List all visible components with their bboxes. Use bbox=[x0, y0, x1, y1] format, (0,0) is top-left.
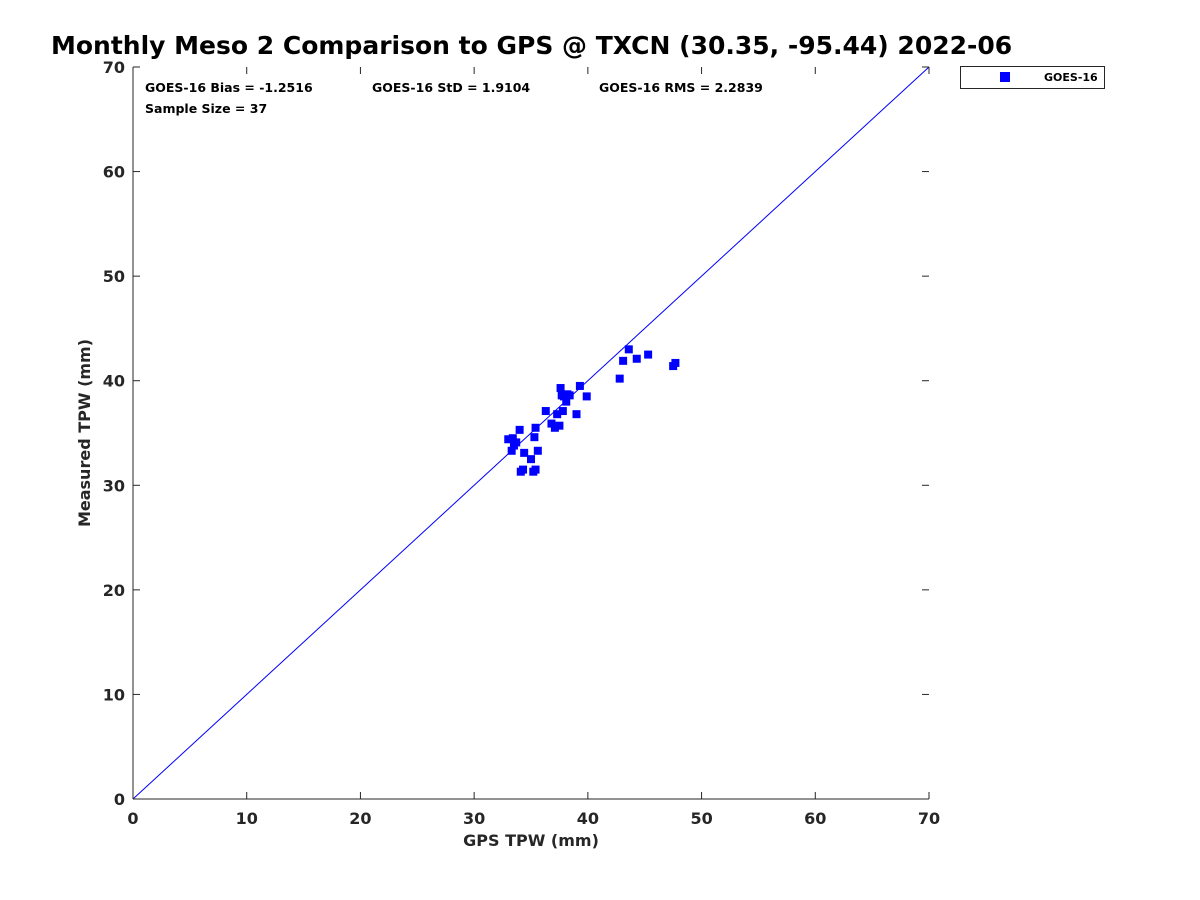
data-point bbox=[619, 356, 628, 365]
data-point bbox=[671, 358, 680, 367]
data-point bbox=[550, 423, 559, 432]
y-tick-label: 20 bbox=[103, 581, 125, 600]
data-point bbox=[558, 407, 567, 416]
data-point bbox=[624, 345, 633, 354]
x-tick-label: 50 bbox=[690, 809, 712, 828]
y-tick-label: 60 bbox=[103, 163, 125, 182]
x-tick-label: 70 bbox=[918, 809, 940, 828]
legend-label: GOES-16 bbox=[1044, 71, 1098, 84]
x-tick-label: 10 bbox=[236, 809, 258, 828]
data-point bbox=[541, 407, 550, 416]
data-point bbox=[527, 455, 535, 464]
data-point bbox=[519, 465, 528, 474]
data-point bbox=[632, 354, 641, 363]
one-to-one-line bbox=[132, 66, 930, 800]
std-stat: GOES-16 StD = 1.9104 bbox=[372, 80, 530, 95]
y-axis-ticks: 0 10 20 30 40 50 60 70 bbox=[103, 58, 929, 809]
data-point bbox=[520, 448, 529, 457]
data-points bbox=[504, 345, 680, 476]
data-point bbox=[507, 446, 516, 455]
data-point bbox=[531, 423, 540, 432]
reference-line-layer bbox=[132, 66, 930, 800]
data-point bbox=[533, 446, 542, 455]
chart-title: Monthly Meso 2 Comparison to GPS @ TXCN … bbox=[51, 31, 1012, 60]
data-point bbox=[530, 433, 539, 442]
x-tick-label: 0 bbox=[127, 809, 138, 828]
data-point bbox=[508, 434, 517, 443]
x-tick-label: 30 bbox=[463, 809, 485, 828]
data-point bbox=[555, 421, 564, 430]
data-point bbox=[615, 374, 624, 383]
data-point bbox=[504, 435, 513, 444]
legend-box bbox=[960, 66, 1105, 89]
x-tick-label: 40 bbox=[577, 809, 599, 828]
y-tick-label: 70 bbox=[103, 58, 125, 77]
legend-marker bbox=[1000, 72, 1010, 82]
data-point bbox=[553, 410, 562, 419]
rms-stat: GOES-16 RMS = 2.2839 bbox=[599, 80, 763, 95]
y-tick-label: 50 bbox=[103, 267, 125, 286]
x-tick-label: 20 bbox=[349, 809, 371, 828]
y-tick-label: 30 bbox=[103, 476, 125, 495]
data-point bbox=[556, 384, 565, 393]
x-axis-label: GPS TPW (mm) bbox=[463, 831, 599, 850]
x-axis-ticks: 0 10 20 30 40 50 60 70 bbox=[127, 67, 940, 828]
data-point bbox=[562, 397, 571, 406]
plot-area: 0 10 20 30 40 50 60 70 0 10 20 30 40 50 60 70 bbox=[103, 58, 940, 828]
data-point bbox=[515, 425, 524, 434]
data-point bbox=[575, 381, 584, 390]
data-point bbox=[531, 465, 540, 474]
data-point bbox=[565, 391, 574, 400]
sample-size-stat: Sample Size = 37 bbox=[145, 101, 267, 116]
y-tick-label: 0 bbox=[114, 790, 125, 809]
data-point bbox=[547, 419, 556, 428]
bias-stat: GOES-16 Bias = -1.2516 bbox=[145, 80, 313, 95]
data-point bbox=[572, 410, 581, 419]
x-tick-label: 60 bbox=[804, 809, 826, 828]
y-tick-label: 10 bbox=[103, 685, 125, 704]
data-point bbox=[509, 441, 518, 450]
legend: GOES-16 bbox=[960, 66, 1105, 89]
y-axis-label: Measured TPW (mm) bbox=[75, 339, 94, 527]
data-point bbox=[582, 392, 591, 401]
data-point bbox=[644, 350, 653, 359]
y-tick-label: 40 bbox=[103, 372, 125, 391]
